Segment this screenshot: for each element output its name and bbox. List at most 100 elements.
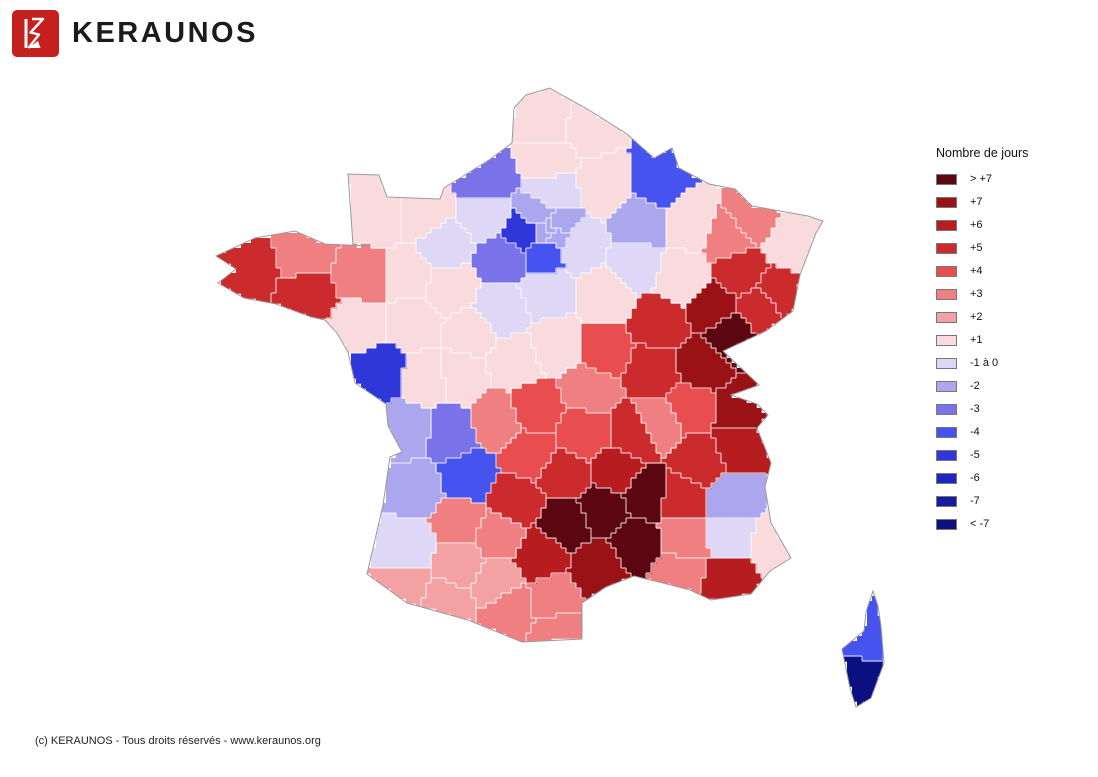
legend-label: +6	[970, 219, 983, 231]
department-55	[666, 183, 722, 254]
legend-entry: < -7	[936, 518, 1028, 530]
legend-swatch	[936, 357, 957, 369]
legend-label: +3	[970, 288, 983, 300]
department-23	[511, 378, 567, 434]
department-51	[606, 193, 667, 249]
legend-swatch	[936, 288, 957, 300]
legend-entry: +7	[936, 196, 1028, 208]
department-85	[351, 343, 407, 404]
department-21	[626, 293, 692, 349]
department-borders	[270, 103, 801, 642]
legend-entry: -4	[936, 426, 1028, 438]
legend: Nombre de jours > +7 +7 +6 +5 +4 +3 +2 +1 -1 à 0…	[936, 146, 1028, 541]
department-39	[676, 333, 737, 394]
department-45	[516, 268, 577, 324]
department-60	[521, 173, 582, 209]
legend-swatch	[936, 334, 957, 346]
department-84	[656, 518, 712, 559]
coastline	[841, 589, 885, 708]
department-10	[606, 243, 667, 299]
department-82	[476, 508, 527, 559]
department-47	[426, 498, 487, 544]
department-59	[566, 103, 632, 159]
legend-swatch	[936, 380, 957, 392]
department-54	[701, 203, 757, 264]
department-68	[756, 263, 802, 319]
department-01	[666, 383, 717, 439]
department-30	[606, 518, 662, 579]
legend-label: -3	[970, 403, 980, 415]
department-91	[526, 243, 567, 274]
legend-entry: -6	[936, 472, 1028, 484]
department-65	[421, 578, 477, 624]
department-92	[536, 223, 552, 244]
department-25	[701, 313, 757, 374]
department-77	[561, 213, 612, 279]
department-37	[441, 308, 497, 359]
department-42	[611, 398, 662, 464]
legend-swatch	[936, 265, 957, 277]
legend-entry: +6	[936, 219, 1028, 231]
department-04	[706, 518, 757, 559]
department-38	[661, 433, 727, 489]
department-13	[646, 553, 707, 594]
legend-label: +7	[970, 196, 983, 208]
legend-label: +1	[970, 334, 983, 346]
department-58	[581, 323, 637, 379]
department-34	[566, 538, 632, 599]
legend-entry: > +7	[936, 173, 1028, 185]
department-35	[331, 243, 387, 304]
department-26	[661, 468, 707, 519]
department-79	[401, 348, 447, 409]
legend-entry: +3	[936, 288, 1028, 300]
department-52	[651, 248, 712, 309]
department-69	[631, 398, 682, 459]
department-56	[271, 273, 342, 319]
brand-name: KERAUNOS	[72, 17, 258, 49]
department-87	[471, 388, 522, 454]
department-12	[536, 498, 592, 554]
department-48	[576, 483, 632, 539]
legend-entry: -2	[936, 380, 1028, 392]
department-81	[511, 523, 572, 584]
legend-swatch	[936, 196, 957, 208]
department-66	[526, 613, 582, 642]
department-74	[711, 373, 767, 429]
keraunos-logo: KERAUNOS	[12, 10, 258, 57]
legend-entry: +5	[936, 242, 1028, 254]
legend-entry: -1 à 0	[936, 357, 1028, 369]
department-43	[591, 448, 647, 494]
department-15	[536, 448, 592, 499]
department-83	[701, 558, 762, 599]
department-57	[721, 188, 782, 249]
department-36	[486, 333, 547, 394]
legend-swatch	[936, 495, 957, 507]
department-67	[761, 213, 822, 274]
department-93	[551, 208, 587, 234]
department-89	[576, 263, 637, 324]
map-cells	[216, 88, 822, 642]
department-borders	[842, 655, 882, 662]
legend-title: Nombre de jours	[936, 146, 1029, 160]
coastline	[214, 87, 824, 643]
department-73	[711, 428, 772, 474]
department-28	[471, 233, 527, 284]
legend-label: -6	[970, 472, 980, 484]
department-44	[326, 298, 387, 354]
department-49	[386, 298, 447, 354]
copyright-text: (c) KERAUNOS - Tous droits réservés - ww…	[35, 735, 321, 747]
department-63	[556, 408, 612, 464]
legend-label: < -7	[970, 518, 990, 530]
department-90	[736, 288, 782, 334]
legend-entry: -7	[936, 495, 1028, 507]
legend-entry: +1	[936, 334, 1028, 346]
legend-entry: -5	[936, 449, 1028, 461]
department-86	[441, 348, 492, 409]
department-72	[426, 263, 482, 319]
department-32	[431, 543, 487, 589]
department-24	[436, 448, 502, 504]
legend-label: +5	[970, 242, 983, 254]
department-02	[576, 148, 632, 224]
